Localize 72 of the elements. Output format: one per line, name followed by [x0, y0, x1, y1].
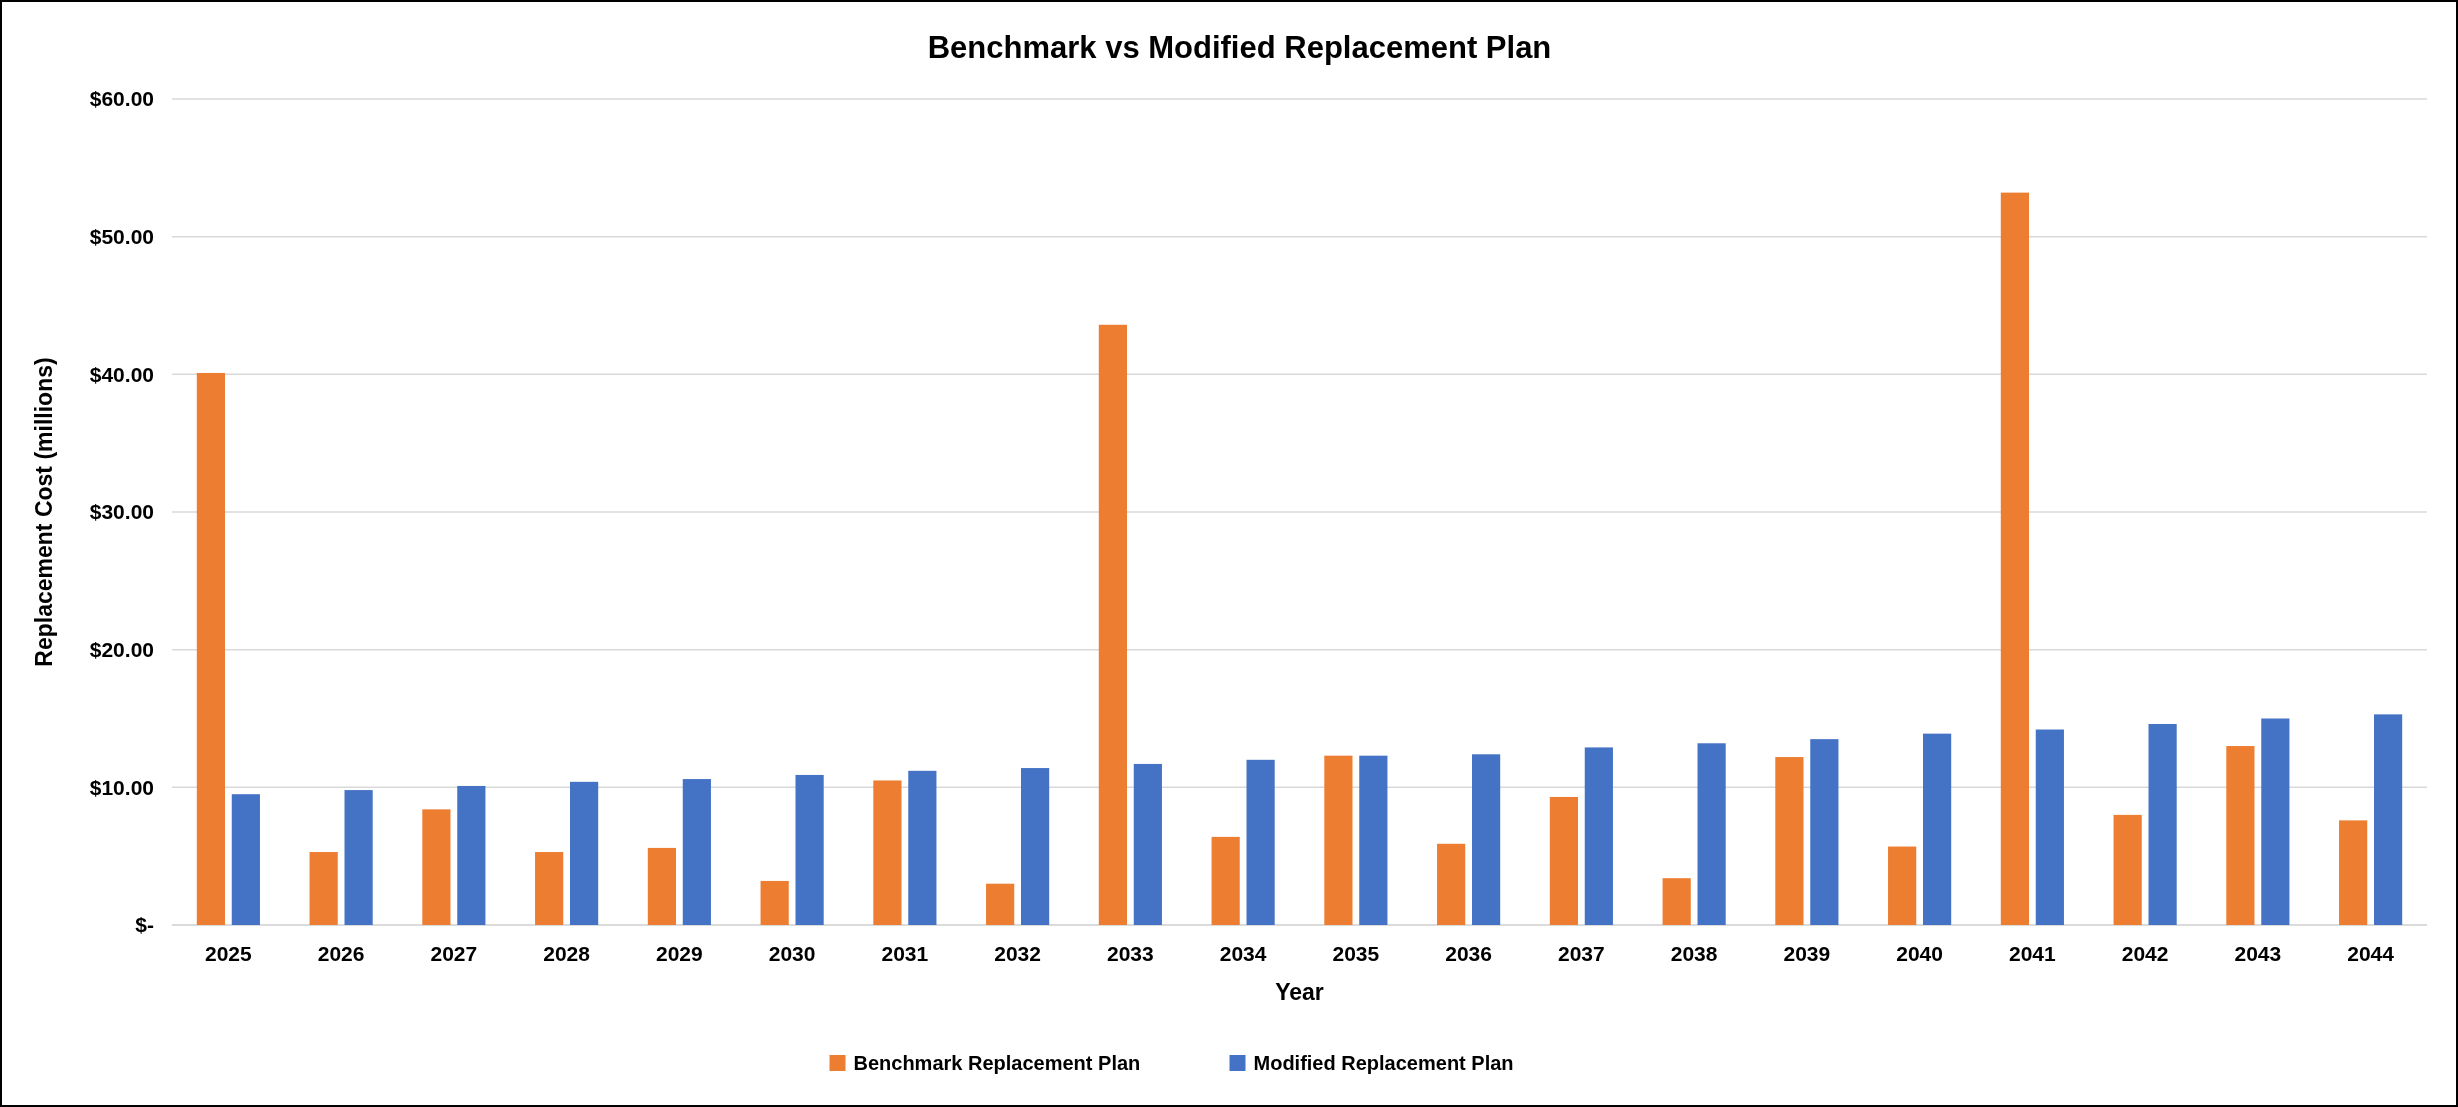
bar — [1662, 878, 1691, 925]
bar — [535, 852, 564, 925]
y-tick-label: $40.00 — [89, 362, 154, 386]
x-tick-label: 2038 — [1670, 942, 1718, 965]
bar — [422, 809, 451, 925]
bar — [2339, 820, 2368, 925]
bar — [1098, 324, 1127, 925]
x-tick-label: 2037 — [1558, 942, 1605, 965]
bar — [986, 883, 1015, 925]
x-tick-label: 2026 — [317, 942, 365, 965]
bar — [1549, 796, 1578, 925]
y-axis-title: Replacement Cost (millions) — [31, 357, 57, 667]
x-tick-label: 2031 — [881, 942, 929, 965]
bar — [457, 785, 486, 925]
bar — [1324, 755, 1353, 925]
y-tick-label: $50.00 — [89, 225, 154, 249]
x-tick-label: 2025 — [205, 942, 253, 965]
x-axis-title: Year — [1275, 979, 1324, 1005]
x-tick-label: 2028 — [543, 942, 591, 965]
bar — [2000, 192, 2029, 925]
x-tick-label: 2027 — [430, 942, 478, 965]
x-tick-label: 2041 — [2009, 942, 2057, 965]
bar — [2226, 746, 2255, 925]
y-tick-label: $60.00 — [89, 87, 154, 111]
bar — [2374, 714, 2403, 925]
x-tick-label: 2030 — [768, 942, 816, 965]
x-tick-label: 2040 — [1896, 942, 1943, 965]
bar — [196, 372, 225, 925]
bar — [309, 852, 338, 925]
bar — [795, 774, 824, 925]
bar — [1359, 755, 1388, 925]
bar — [1810, 739, 1839, 925]
bar — [2113, 814, 2142, 925]
bar — [1211, 836, 1240, 925]
bar — [570, 781, 599, 925]
bar — [1584, 747, 1613, 925]
x-tick-label: 2043 — [2234, 942, 2282, 965]
legend-label: Benchmark Replacement Plan — [853, 1052, 1141, 1074]
x-tick-label: 2042 — [2121, 942, 2169, 965]
bar — [1246, 759, 1275, 925]
bar — [1923, 733, 1952, 925]
bar — [1437, 843, 1466, 925]
bar — [1697, 743, 1726, 925]
y-tick-label: $30.00 — [89, 500, 154, 524]
bar — [2261, 718, 2290, 925]
bar — [231, 794, 260, 925]
y-tick-label: $- — [135, 913, 154, 937]
x-tick-label: 2035 — [1332, 942, 1380, 965]
bar — [873, 780, 902, 925]
x-tick-label: 2039 — [1783, 942, 1831, 965]
x-tick-label: 2036 — [1445, 942, 1492, 965]
bar — [2035, 729, 2064, 925]
bar — [760, 880, 789, 925]
bar — [908, 770, 937, 925]
x-tick-label: 2032 — [994, 942, 1041, 965]
bar — [1133, 763, 1162, 925]
bar — [1775, 757, 1804, 925]
bar — [1888, 846, 1917, 925]
x-tick-label: 2029 — [656, 942, 703, 965]
bar — [647, 847, 676, 925]
x-tick-label: 2034 — [1219, 942, 1267, 965]
legend-label: Modified Replacement Plan — [1253, 1052, 1514, 1074]
y-tick-label: $10.00 — [89, 775, 154, 799]
bar — [1021, 768, 1050, 925]
bar — [682, 779, 711, 925]
bar — [344, 790, 373, 925]
x-tick-label: 2044 — [2347, 942, 2395, 965]
y-tick-label: $20.00 — [89, 638, 154, 662]
chart-title: Benchmark vs Modified Replacement Plan — [927, 30, 1552, 65]
bar — [1472, 754, 1501, 925]
x-tick-label: 2033 — [1107, 942, 1154, 965]
bar — [2148, 724, 2177, 925]
